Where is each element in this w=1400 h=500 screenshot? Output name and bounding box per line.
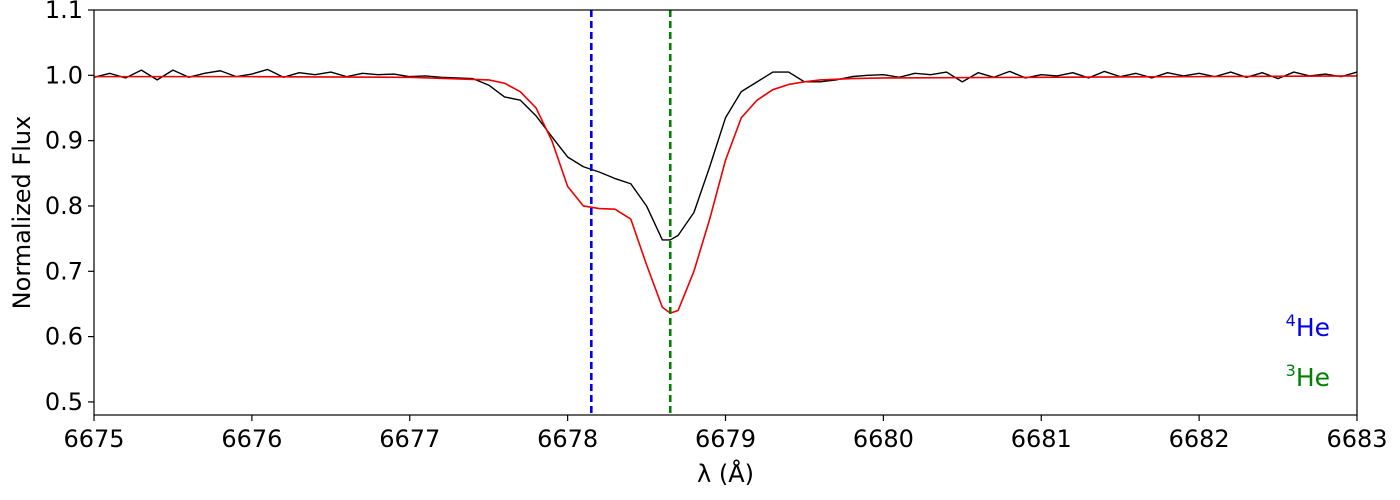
x-tick-label: 6683 (1326, 425, 1387, 453)
isotope-element: He (1296, 313, 1330, 342)
x-tick-label: 6677 (379, 425, 440, 453)
x-tick-label: 6680 (853, 425, 914, 453)
x-tick-label: 6682 (1169, 425, 1230, 453)
y-axis-label: Normalized Flux (8, 116, 36, 310)
y-tick-label: 0.5 (45, 388, 83, 416)
x-tick-label: 6679 (695, 425, 756, 453)
y-tick-label: 0.6 (45, 323, 83, 351)
y-tick-label: 1.1 (45, 0, 83, 24)
isotope-mass-number: 3 (1286, 361, 1296, 380)
isotope-label-2: 3He (1286, 361, 1330, 392)
series-line-1 (93, 68, 1358, 241)
isotope-mass-number: 4 (1286, 311, 1296, 330)
x-axis-label: λ (Å) (697, 459, 754, 488)
plot-marks (93, 10, 1358, 415)
x-tick-label: 6676 (221, 425, 282, 453)
y-tick-label: 0.8 (45, 192, 83, 220)
x-tick-label: 6681 (1011, 425, 1072, 453)
x-tick-label: 6678 (537, 425, 598, 453)
y-tick-label: 0.7 (45, 257, 83, 285)
isotope-element: He (1296, 363, 1330, 392)
axis-ticks: 6675 6676 6677 6678 6679 6680 6681 6682 6683 0.5 0… (45, 0, 1388, 453)
y-tick-label: 1.0 (45, 61, 83, 89)
isotope-label-1: 4He (1286, 311, 1330, 342)
x-tick-label: 6675 (63, 425, 124, 453)
plot-frame (93, 9, 1358, 416)
series-line-2 (94, 75, 1358, 314)
y-tick-label: 0.9 (45, 127, 83, 155)
